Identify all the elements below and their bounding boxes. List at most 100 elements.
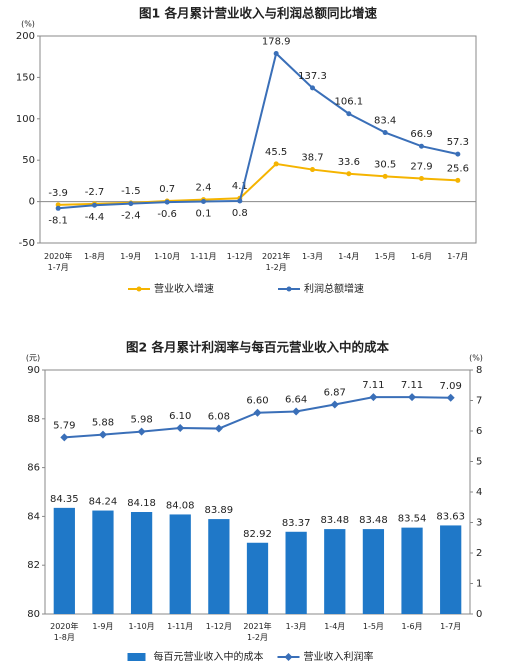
- y2-tick-label: 0: [476, 609, 482, 620]
- x-tick-label: 1-4月: [324, 622, 345, 631]
- x-tick-label: 1-8月: [84, 252, 105, 261]
- y-tick-label: 50: [22, 155, 35, 166]
- bar: [440, 525, 462, 614]
- y-axis-label: (元): [26, 354, 40, 363]
- x-tick-label: 1-4月: [338, 252, 359, 261]
- legend-label: 每百元营业收入中的成本: [154, 650, 264, 663]
- point: [346, 111, 352, 117]
- y2-tick-label: 1: [476, 579, 482, 590]
- point: [176, 423, 185, 432]
- y2-axis-label: (%): [469, 354, 483, 363]
- legend-label: 利润总额增速: [304, 282, 364, 295]
- legend-marker: [286, 286, 292, 292]
- point: [55, 205, 61, 211]
- data-label: 7.11: [401, 380, 423, 391]
- data-label: 83.48: [320, 515, 349, 526]
- y-tick-label: 150: [16, 72, 35, 83]
- data-label: 4.1: [232, 181, 248, 192]
- y-tick-label: 82: [27, 560, 40, 571]
- line: [58, 51, 459, 210]
- data-label: 2.4: [196, 183, 212, 194]
- data-label: 106.1: [335, 97, 364, 108]
- data-label: 6.64: [285, 394, 307, 405]
- legend-swatch: [127, 653, 146, 661]
- x-tick-label: 1-5月: [363, 622, 384, 631]
- y-tick-label: 86: [27, 463, 40, 474]
- data-label: 66.9: [410, 129, 432, 140]
- point: [310, 85, 315, 91]
- data-label: 27.9: [410, 161, 432, 172]
- bar: [53, 507, 75, 614]
- point: [346, 171, 352, 177]
- y2-tick-label: 2: [476, 548, 482, 559]
- data-label: 5.79: [53, 420, 75, 431]
- point: [92, 202, 97, 208]
- bar: [246, 542, 269, 614]
- point: [55, 202, 61, 208]
- bar: [130, 512, 153, 614]
- x-tick-label: 1-11月: [190, 252, 216, 261]
- legend-marker: [136, 286, 142, 292]
- data-label: 30.5: [374, 159, 396, 170]
- x-tick-label: 1-5月: [375, 252, 396, 261]
- y2-tick-label: 7: [476, 396, 482, 407]
- data-label: 5.88: [92, 418, 114, 429]
- point: [292, 407, 301, 416]
- data-label: -0.6: [157, 209, 177, 220]
- y-tick-label: -50: [19, 238, 35, 249]
- data-label: 25.6: [447, 163, 469, 174]
- x-tick-label: 1-6月: [402, 622, 423, 631]
- point: [419, 175, 424, 181]
- data-label: 33.6: [338, 157, 360, 168]
- data-label: -4.4: [85, 212, 105, 223]
- data-label: 83.63: [436, 511, 465, 522]
- chart-title: 图1 各月累计营业收入与利润总额同比增速: [139, 6, 378, 21]
- data-label: -2.7: [85, 187, 105, 198]
- point: [273, 161, 279, 167]
- point: [382, 173, 388, 179]
- data-label: -1.5: [121, 186, 141, 197]
- x-tick-label: 1-10月: [129, 622, 155, 631]
- y-tick-label: 84: [27, 511, 40, 522]
- point: [137, 427, 146, 436]
- point: [253, 408, 262, 417]
- y-tick-label: 200: [16, 31, 35, 42]
- x-tick-label: 1-3月: [286, 622, 307, 631]
- data-label: -3.9: [48, 188, 68, 199]
- line: [58, 162, 458, 206]
- x-tick-label: 1-6月: [411, 252, 432, 261]
- data-label: 45.5: [265, 147, 287, 158]
- data-label: 5.98: [130, 415, 152, 426]
- data-label: -2.4: [121, 211, 141, 222]
- bar: [362, 529, 385, 614]
- data-label: 7.09: [440, 381, 462, 392]
- data-label: 84.18: [127, 498, 156, 509]
- data-label: 7.11: [362, 380, 384, 391]
- legend-label: 营业收入增速: [154, 282, 214, 295]
- x-tick-label: 1-12月: [227, 252, 253, 261]
- y-tick-label: 0: [29, 197, 35, 208]
- data-label: 6.08: [208, 412, 230, 423]
- point: [455, 177, 461, 183]
- data-label: 0.1: [196, 209, 212, 220]
- legend-marker: [284, 653, 293, 661]
- x-tick-label: 1-7月: [440, 622, 461, 631]
- y2-tick-label: 4: [476, 487, 482, 498]
- bar: [208, 519, 230, 614]
- bar: [324, 529, 346, 614]
- data-label: 6.87: [324, 387, 346, 398]
- x-tick-label: 1-10月: [154, 252, 180, 261]
- x-tick-label: 1-12月: [206, 622, 232, 631]
- data-label: 83.48: [359, 515, 388, 526]
- data-label: 137.3: [298, 71, 327, 82]
- x-tick-label: 1-9月: [92, 622, 113, 631]
- chart-title: 图2 各月累计利润率与每百元营业收入中的成本: [126, 340, 390, 355]
- point: [128, 201, 134, 207]
- x-tick-label: 1-9月: [120, 252, 141, 261]
- legend-label: 营业收入利润率: [304, 650, 374, 663]
- point: [60, 433, 69, 442]
- y2-tick-label: 5: [476, 457, 482, 468]
- x-tick-label: 2021年 1-2月: [262, 251, 290, 272]
- point: [382, 130, 388, 136]
